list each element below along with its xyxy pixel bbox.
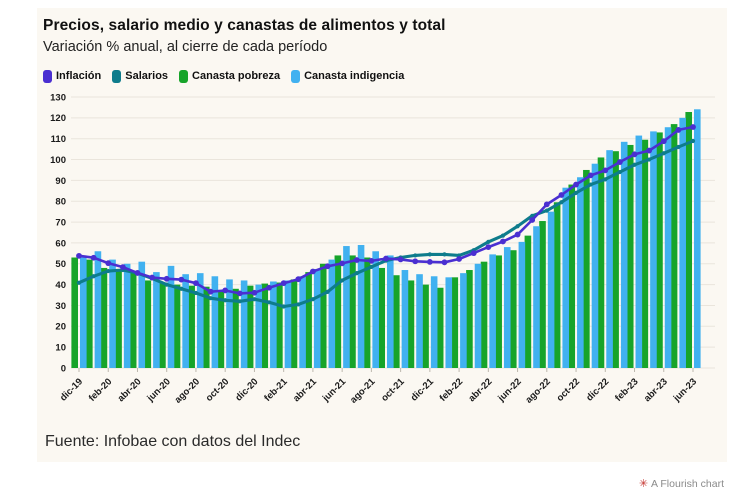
legend-item-canasta-pobreza[interactable]: Canasta pobreza [179, 69, 281, 83]
svg-text:oct-21: oct-21 [379, 375, 407, 403]
svg-text:feb-23: feb-23 [613, 376, 641, 404]
svg-text:abr-22: abr-22 [467, 376, 495, 404]
svg-text:feb-20: feb-20 [87, 376, 115, 404]
svg-text:abr-21: abr-21 [291, 375, 319, 403]
svg-text:jun-21: jun-21 [320, 375, 349, 404]
legend-label: Canasta pobreza [192, 70, 281, 82]
chart: 0 10 20 30 40 50 60 70 80 90 100 110 120 130 dic-19 feb… [43, 91, 721, 429]
svg-text:ago-20: ago-20 [173, 376, 202, 405]
legend-label: Canasta indigencia [304, 70, 405, 82]
flourish-icon: ✳ [638, 477, 649, 490]
page-subtitle: Variación % anual, al cierre de cada per… [43, 39, 328, 56]
svg-text:30: 30 [55, 300, 66, 311]
source-text: Fuente: Infobae con datos del Indec [45, 432, 301, 450]
svg-text:50: 50 [55, 259, 66, 270]
svg-text:20: 20 [55, 321, 66, 332]
svg-text:abr-23: abr-23 [642, 376, 670, 404]
svg-text:40: 40 [55, 280, 66, 291]
svg-text:dic-20: dic-20 [233, 376, 260, 403]
page-title: Precios, salario medio y canastas de ali… [43, 17, 446, 34]
canasta-indigencia-swatch-icon [291, 69, 301, 83]
svg-text:110: 110 [51, 134, 66, 145]
legend: Inflación Salarios Canasta pobreza Canasta … [43, 69, 721, 83]
x-axis-labels: dic-19 feb-20 abr-20 jun-20 ago-20 oct-20 dic-… [58, 367, 699, 405]
chart-panel: Precios, salario medio y canastas de ali… [37, 8, 727, 462]
svg-text:feb-21: feb-21 [262, 375, 290, 403]
svg-text:0: 0 [61, 363, 66, 374]
legend-item-inflacion[interactable]: Inflación [43, 69, 102, 83]
bars-canasta-pobreza [71, 111, 692, 368]
bars-canasta-indigencia [80, 108, 701, 368]
svg-text:jun-23: jun-23 [671, 376, 699, 404]
svg-text:oct-22: oct-22 [555, 376, 583, 404]
y-axis-labels: 0 10 20 30 40 50 60 70 80 90 100 110 120 130 [50, 92, 66, 374]
svg-text:ago-22: ago-22 [523, 376, 552, 405]
inflacion-swatch-icon [43, 69, 52, 83]
svg-text:jun-22: jun-22 [495, 376, 523, 404]
flourish-attribution[interactable]: ✳ A Flourish chart [639, 478, 724, 490]
svg-text:abr-20: abr-20 [116, 376, 144, 404]
svg-text:ago-21: ago-21 [348, 375, 378, 405]
line-inflación [76, 123, 696, 296]
svg-text:120: 120 [50, 113, 66, 124]
flourish-label: A Flourish chart [651, 478, 724, 490]
svg-text:10: 10 [55, 342, 66, 353]
svg-text:oct-20: oct-20 [204, 376, 232, 404]
legend-label: Salarios [125, 70, 169, 82]
svg-text:dic-22: dic-22 [584, 376, 611, 403]
legend-item-salarios[interactable]: Salarios [112, 69, 169, 83]
svg-text:dic-19: dic-19 [58, 376, 85, 403]
legend-item-canasta-indigencia[interactable]: Canasta indigencia [291, 69, 405, 83]
canasta-pobreza-swatch-icon [179, 69, 189, 83]
svg-text:60: 60 [55, 238, 66, 249]
svg-text:80: 80 [55, 196, 66, 207]
svg-text:dic-21: dic-21 [409, 375, 437, 403]
svg-text:90: 90 [55, 175, 66, 186]
svg-text:jun-20: jun-20 [145, 376, 173, 404]
legend-label: Inflación [56, 70, 102, 82]
salarios-swatch-icon [112, 69, 122, 83]
svg-text:70: 70 [55, 217, 66, 228]
svg-text:130: 130 [50, 92, 66, 103]
svg-text:feb-22: feb-22 [438, 376, 466, 404]
svg-text:100: 100 [50, 154, 66, 165]
